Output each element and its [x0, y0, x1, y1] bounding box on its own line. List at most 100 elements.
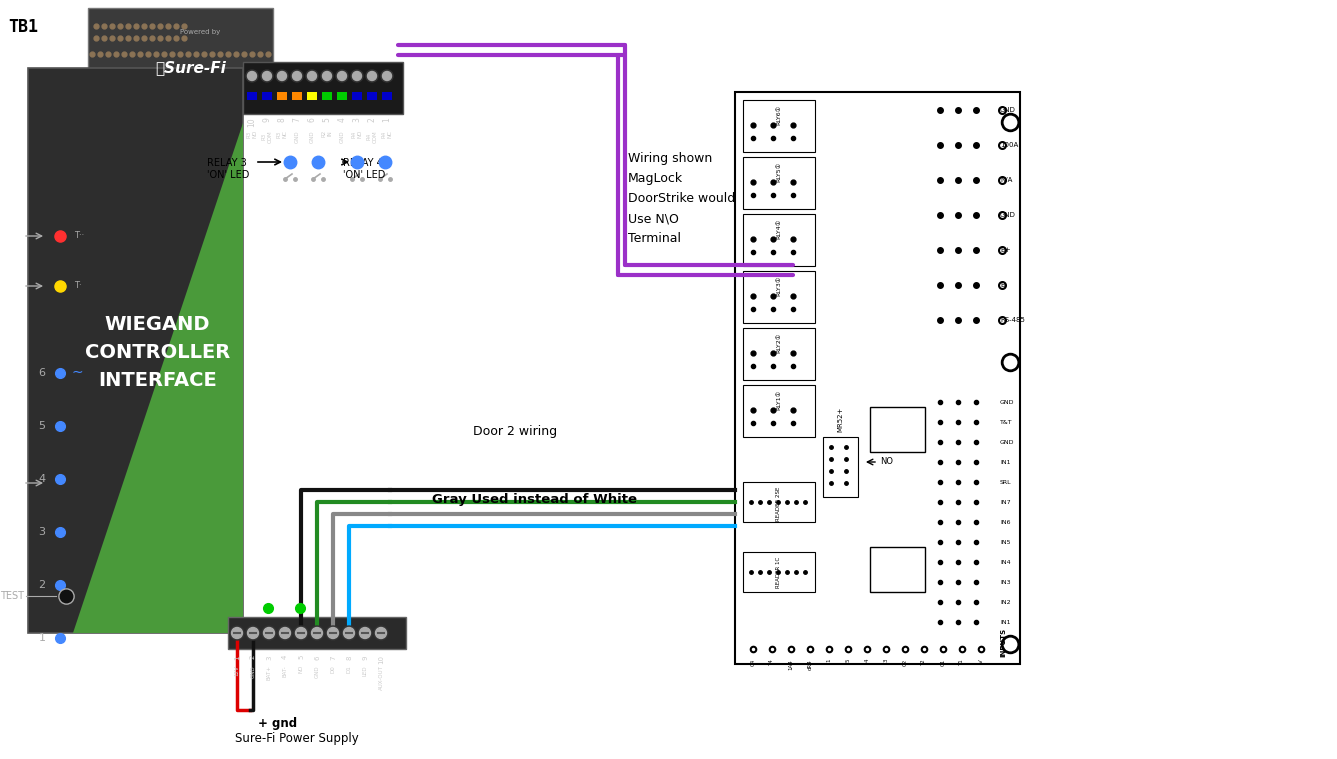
Text: D0: D0: [330, 665, 336, 672]
Text: B+: B+: [1000, 247, 1011, 253]
Text: 5: 5: [845, 659, 850, 663]
Text: GND: GND: [294, 130, 299, 143]
Text: IN4: IN4: [1000, 559, 1011, 565]
Text: 100A: 100A: [1000, 142, 1019, 148]
Bar: [352, 92, 362, 100]
Bar: [366, 92, 377, 100]
Text: Powered by: Powered by: [180, 29, 221, 35]
Text: 2: 2: [250, 655, 255, 660]
Text: C1: C1: [940, 659, 945, 666]
Bar: [337, 92, 348, 100]
Bar: [735, 92, 1020, 664]
Text: 6: 6: [308, 117, 317, 122]
Bar: [870, 407, 925, 452]
Text: R3
COM: R3 COM: [262, 130, 273, 143]
Bar: [743, 552, 816, 592]
Circle shape: [247, 71, 257, 80]
Circle shape: [278, 71, 286, 80]
Text: 10: 10: [247, 117, 257, 127]
Text: WIEGAND
CONTROLLER
INTERFACE: WIEGAND CONTROLLER INTERFACE: [84, 316, 230, 390]
Text: 9: 9: [262, 117, 271, 122]
Circle shape: [381, 70, 393, 82]
Text: 1A4: 1A4: [789, 659, 793, 669]
Circle shape: [342, 626, 356, 640]
Text: R4
NO: R4 NO: [352, 130, 362, 138]
Text: GND: GND: [309, 130, 314, 143]
Text: ⓈSure-Fi: ⓈSure-Fi: [155, 61, 226, 75]
Bar: [743, 100, 816, 152]
Text: Wiring shown
MagLock
DoorStrike would
Use N\O
Terminal: Wiring shown MagLock DoorStrike would Us…: [628, 152, 735, 245]
Text: GND: GND: [340, 130, 345, 143]
Bar: [229, 617, 406, 649]
Text: IN2: IN2: [1000, 600, 1011, 604]
Circle shape: [366, 70, 378, 82]
Text: R3
NC: R3 NC: [277, 130, 287, 138]
Circle shape: [310, 626, 324, 640]
Circle shape: [262, 626, 275, 640]
Circle shape: [337, 71, 346, 80]
Circle shape: [246, 70, 258, 82]
Text: 1: 1: [234, 655, 241, 660]
Circle shape: [279, 628, 290, 638]
Circle shape: [374, 626, 388, 640]
Text: 4: 4: [865, 659, 869, 663]
Circle shape: [336, 70, 348, 82]
Bar: [743, 328, 816, 380]
Text: T&T: T&T: [1000, 420, 1012, 424]
Text: 6: 6: [39, 368, 45, 378]
Text: 2: 2: [368, 117, 377, 121]
Text: V: V: [979, 659, 984, 663]
Text: 3: 3: [39, 527, 45, 537]
Circle shape: [352, 70, 364, 82]
Text: BAT-: BAT-: [282, 665, 287, 677]
Circle shape: [231, 628, 242, 638]
Text: T1: T1: [960, 659, 964, 666]
Text: Sure-Fi Power Supply: Sure-Fi Power Supply: [235, 732, 358, 745]
Bar: [243, 62, 402, 114]
Circle shape: [353, 71, 361, 80]
Text: N/A: N/A: [1000, 177, 1012, 183]
Text: IN6: IN6: [1000, 519, 1011, 524]
Text: R4
COM: R4 COM: [366, 130, 377, 143]
Bar: [262, 92, 271, 100]
Text: Door 2 wiring: Door 2 wiring: [473, 426, 558, 439]
Circle shape: [275, 70, 287, 82]
Text: 5: 5: [298, 655, 303, 660]
Circle shape: [261, 70, 273, 82]
Text: 4: 4: [282, 655, 287, 660]
Text: 8: 8: [346, 655, 352, 660]
Bar: [743, 214, 816, 266]
Text: NO: NO: [880, 458, 893, 467]
Circle shape: [382, 71, 392, 80]
Bar: [291, 92, 302, 100]
Text: GND: GND: [1000, 212, 1016, 218]
Text: GND: GND: [1000, 399, 1015, 405]
Text: C4: C4: [750, 659, 755, 666]
Circle shape: [326, 626, 340, 640]
Text: 3: 3: [266, 655, 271, 660]
Text: 1: 1: [826, 659, 832, 663]
Circle shape: [230, 626, 243, 640]
Text: 3: 3: [884, 659, 889, 663]
Text: 5: 5: [322, 117, 332, 122]
Bar: [743, 482, 816, 522]
Text: T·: T·: [74, 282, 82, 291]
Text: NO: NO: [298, 665, 303, 673]
Text: Gray Used instead of White: Gray Used instead of White: [432, 493, 638, 506]
Text: BAT+: BAT+: [266, 665, 271, 680]
Bar: [88, 8, 273, 83]
Text: 4: 4: [337, 117, 346, 122]
Bar: [743, 385, 816, 437]
Text: T4: T4: [770, 659, 774, 666]
Text: READER 2SE: READER 2SE: [777, 487, 782, 521]
Bar: [382, 92, 392, 100]
Text: dR4: dR4: [808, 659, 813, 669]
Text: INPUTS: INPUTS: [1000, 628, 1005, 657]
Circle shape: [321, 70, 333, 82]
Circle shape: [247, 628, 258, 638]
Circle shape: [278, 626, 291, 640]
Text: 3: 3: [353, 117, 361, 122]
Text: GND: GND: [250, 665, 255, 678]
Circle shape: [328, 628, 338, 638]
Text: R3
NO: R3 NO: [246, 130, 258, 138]
